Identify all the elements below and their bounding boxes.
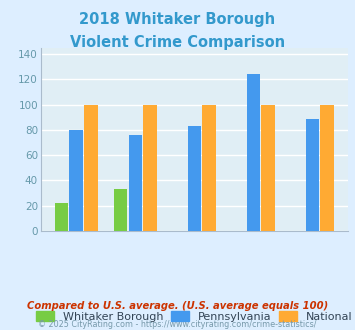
Bar [84, 105, 98, 231]
Text: © 2025 CityRating.com - https://www.cityrating.com/crime-statistics/: © 2025 CityRating.com - https://www.city… [38, 320, 317, 329]
Bar [55, 203, 68, 231]
Bar [129, 135, 142, 231]
Bar [202, 105, 216, 231]
Text: 2018 Whitaker Borough: 2018 Whitaker Borough [80, 12, 275, 26]
Bar [70, 130, 83, 231]
Text: Compared to U.S. average. (U.S. average equals 100): Compared to U.S. average. (U.S. average … [27, 301, 328, 311]
Bar [187, 126, 201, 231]
Text: Violent Crime Comparison: Violent Crime Comparison [70, 35, 285, 50]
Bar [306, 118, 319, 231]
Bar [114, 189, 127, 231]
Bar [247, 74, 260, 231]
Bar [261, 105, 275, 231]
Legend: Whitaker Borough, Pennsylvania, National: Whitaker Borough, Pennsylvania, National [32, 306, 355, 326]
Bar [143, 105, 157, 231]
Bar [321, 105, 334, 231]
